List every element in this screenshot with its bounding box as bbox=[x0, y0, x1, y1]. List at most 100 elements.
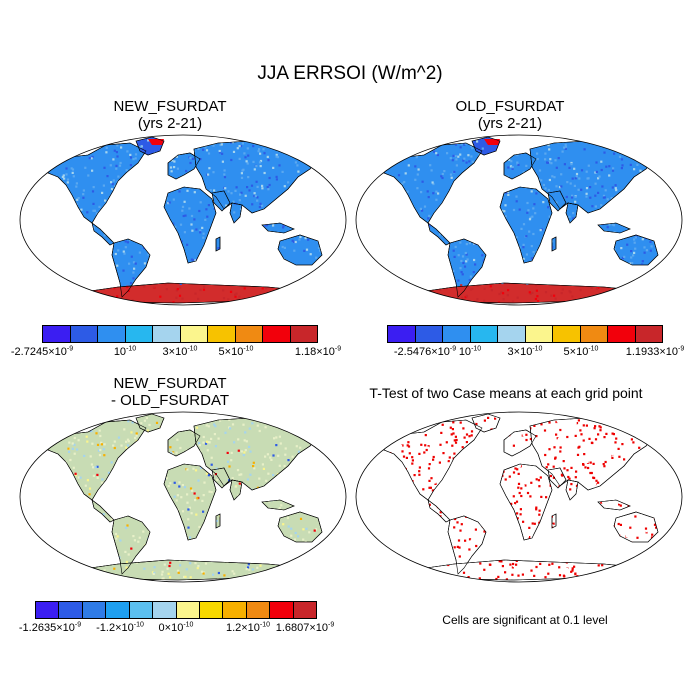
coastline bbox=[471, 136, 501, 156]
coastline bbox=[427, 499, 451, 523]
coastline bbox=[333, 535, 341, 551]
colorbar-swatch bbox=[36, 602, 60, 618]
colorbar-swatch bbox=[180, 326, 208, 342]
colorbar-swatch bbox=[153, 326, 181, 342]
map-border bbox=[355, 411, 683, 583]
colorbar-swatch bbox=[208, 326, 236, 342]
panel-title-old-line1: OLD_FSURDAT bbox=[455, 98, 565, 115]
cbar-diff-label-1: -1.2×10-10 bbox=[96, 621, 144, 634]
colorbar-swatch bbox=[153, 602, 177, 618]
colorbar-swatch bbox=[525, 326, 553, 342]
coastline bbox=[669, 535, 677, 551]
colorbar-swatch bbox=[388, 326, 416, 342]
coastline bbox=[111, 238, 151, 298]
map-border bbox=[355, 134, 683, 306]
coastline bbox=[597, 222, 631, 234]
coastline bbox=[547, 190, 567, 212]
coastline bbox=[215, 236, 221, 252]
cbar-diff-label-0: -1.2635×10-9 bbox=[18, 621, 82, 634]
cbar-old-label-1: 10-10 bbox=[458, 345, 482, 358]
coastline bbox=[229, 479, 243, 501]
panel-title-old-line2: (yrs 2-21) bbox=[477, 115, 543, 132]
coastline bbox=[135, 413, 165, 433]
colorbar-swatch bbox=[270, 602, 294, 618]
cbar-old-label-0: -2.5476×10-9 bbox=[393, 345, 457, 358]
coastline bbox=[111, 515, 151, 575]
cbar-new-label-3: 5×10-10 bbox=[218, 345, 254, 358]
colorbar-swatch bbox=[59, 602, 83, 618]
coastline bbox=[261, 222, 295, 234]
colorbar-swatch bbox=[290, 326, 317, 342]
coastline bbox=[163, 463, 217, 541]
coastline bbox=[551, 236, 557, 252]
colorbar-swatch bbox=[70, 326, 98, 342]
colorbar-swatch bbox=[43, 326, 71, 342]
colorbar-old-labels: -2.5476×10-9 10-10 3×10-10 5×10-10 1.193… bbox=[0, 345, 700, 360]
colorbar-swatch bbox=[415, 326, 443, 342]
coastline bbox=[167, 429, 201, 457]
colorbar-swatch bbox=[82, 602, 107, 618]
colorbar-swatch bbox=[470, 326, 498, 342]
colorbar-swatch bbox=[125, 326, 153, 342]
coastline bbox=[229, 202, 243, 224]
colorbar-swatch bbox=[235, 326, 263, 342]
colorbar-swatch bbox=[263, 326, 291, 342]
continent-newZealand bbox=[669, 535, 677, 551]
colorbar-new bbox=[42, 325, 318, 343]
panel-title-ttest: T-Test of two Case means at each grid po… bbox=[369, 385, 643, 401]
colorbar-swatch bbox=[608, 326, 636, 342]
colorbar-swatch bbox=[580, 326, 608, 342]
coastline bbox=[613, 234, 659, 266]
map-border bbox=[19, 411, 347, 583]
coastline bbox=[447, 515, 487, 575]
coastline bbox=[499, 186, 553, 264]
colorbar-diff bbox=[35, 601, 317, 619]
cbar-diff-label-3: 1.2×10-10 bbox=[225, 621, 271, 634]
coastline bbox=[333, 258, 341, 274]
colorbar-swatch bbox=[635, 326, 662, 342]
colorbar-swatch bbox=[176, 602, 200, 618]
colorbar-swatch bbox=[443, 326, 471, 342]
coastline bbox=[613, 511, 659, 543]
panel-title-new-line1: NEW_FSURDAT bbox=[113, 98, 227, 115]
colorbar-diff-swatches bbox=[35, 601, 317, 619]
colorbar-new-swatches bbox=[42, 325, 318, 343]
panel-title-diff: NEW_FSURDAT - OLD_FSURDAT bbox=[55, 375, 285, 409]
map-new bbox=[19, 134, 347, 306]
coastline bbox=[565, 202, 579, 224]
coastline bbox=[547, 467, 567, 489]
colorbar-swatch bbox=[199, 602, 224, 618]
coastline bbox=[499, 463, 553, 541]
colorbar-diff-labels: -1.2635×10-9 -1.2×10-10 0×10-10 1.2×10-1… bbox=[0, 621, 350, 636]
cbar-old-label-2: 3×10-10 bbox=[507, 345, 543, 358]
coastline bbox=[167, 152, 201, 180]
cbar-new-label-4: 1.18×10-9 bbox=[294, 345, 342, 358]
colorbar-old-swatches bbox=[387, 325, 663, 343]
cbar-old-label-3: 5×10-10 bbox=[563, 345, 599, 358]
cbar-new-label-0: -2.7245×10-9 bbox=[10, 345, 74, 358]
greenland-high bbox=[484, 139, 500, 145]
colorbar-swatch bbox=[98, 326, 126, 342]
continent-newZealand bbox=[333, 535, 341, 551]
colorbar-swatch bbox=[246, 602, 271, 618]
coastline bbox=[277, 234, 323, 266]
coastline bbox=[211, 190, 231, 212]
cbar-new-label-2: 3×10-10 bbox=[162, 345, 198, 358]
map-border bbox=[19, 134, 347, 306]
coastline bbox=[471, 413, 501, 433]
coastline bbox=[503, 152, 537, 180]
cbar-diff-label-4: 1.6807×10-9 bbox=[275, 621, 335, 634]
coastline bbox=[427, 222, 451, 246]
coastline bbox=[551, 513, 557, 529]
coastline bbox=[211, 467, 231, 489]
greenland-high bbox=[148, 139, 164, 145]
coastline bbox=[277, 511, 323, 543]
coastline bbox=[91, 499, 115, 523]
panel-title-new: NEW_FSURDAT (yrs 2-21) bbox=[55, 98, 285, 132]
coastline bbox=[135, 136, 165, 156]
colorbar-swatch bbox=[498, 326, 526, 342]
colorbar-swatch bbox=[106, 602, 130, 618]
figure-title: JJA ERRSOI (W/m^2) bbox=[257, 63, 443, 84]
colorbar-swatch bbox=[223, 602, 247, 618]
continent-newZealand bbox=[333, 258, 341, 274]
